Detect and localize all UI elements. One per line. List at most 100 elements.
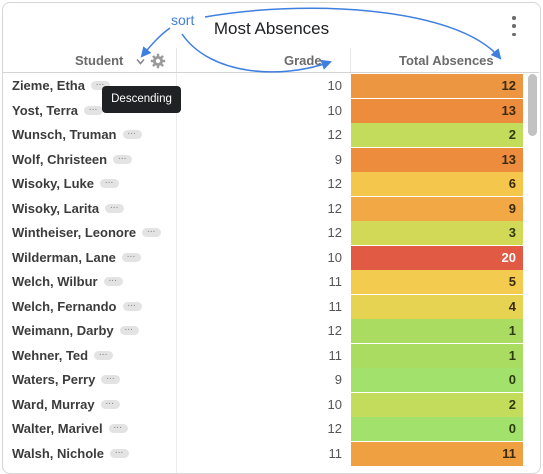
- absences-cell: 13: [351, 98, 523, 123]
- card-title: Most Absences: [213, 19, 330, 38]
- absences-cell: 12: [351, 74, 523, 98]
- grade-cell: 10: [327, 78, 342, 93]
- student-name-text: Yost, Terra: [12, 102, 78, 118]
- more-badge[interactable]: ···: [105, 203, 125, 213]
- grade-cell: 9: [334, 151, 342, 167]
- table-row[interactable]: Welch, Wilbur ··· 11 5: [2, 270, 525, 294]
- more-badge[interactable]: ···: [100, 399, 120, 409]
- grade-cell: 12: [327, 421, 342, 436]
- student-name-text: Welch, Fernando: [12, 298, 117, 314]
- more-badge[interactable]: ···: [100, 179, 119, 188]
- table-row[interactable]: Wisoky, Larita ··· 12 9: [2, 196, 525, 221]
- grade-cell: 12: [327, 200, 342, 216]
- student-name-text: Wolf, Christeen: [12, 151, 108, 167]
- student-name: Weimann, Darby ···: [12, 323, 139, 338]
- chevron-down-icon[interactable]: [136, 57, 145, 66]
- table-row[interactable]: Wisoky, Luke ··· 12 6: [2, 172, 525, 196]
- student-name-text: Walsh, Nichole: [12, 445, 104, 461]
- absences-cell: 11: [351, 441, 523, 466]
- column-gridline: [176, 73, 177, 473]
- absences-cell: 0: [351, 417, 523, 441]
- grade-cell: 9: [334, 372, 342, 387]
- more-badge[interactable]: ···: [122, 301, 142, 311]
- student-name-text: Zieme, Etha: [12, 78, 85, 93]
- grade-cell: 12: [327, 323, 342, 338]
- grade-cell: 12: [327, 176, 342, 191]
- more-badge[interactable]: ···: [142, 228, 162, 237]
- vertical-scrollbar[interactable]: [528, 74, 537, 136]
- absences-cell: 4: [351, 294, 523, 319]
- absences-cell: 2: [351, 392, 523, 417]
- more-badge[interactable]: ···: [122, 130, 142, 139]
- more-badge[interactable]: ···: [101, 375, 121, 384]
- absences-cell: 6: [351, 172, 523, 196]
- more-badge[interactable]: ···: [94, 350, 114, 360]
- gear-icon[interactable]: [150, 53, 166, 69]
- more-badge[interactable]: ···: [121, 252, 141, 262]
- student-name: Ward, Murray ···: [12, 397, 120, 412]
- table-row[interactable]: Walter, Marivel ··· 12 0: [2, 417, 525, 441]
- table-row[interactable]: Ward, Murray ··· 10 2: [2, 392, 525, 417]
- grade-cell: 11: [328, 347, 343, 363]
- student-name-text: Wisoky, Luke: [12, 176, 94, 191]
- student-name-text: Wilderman, Lane: [12, 249, 116, 265]
- student-name-text: Weimann, Darby: [12, 323, 114, 338]
- grade-cell: 11: [328, 298, 343, 314]
- student-name: Wisoky, Luke ···: [12, 176, 119, 191]
- more-options-icon[interactable]: [507, 16, 521, 36]
- table-row[interactable]: Wolf, Christeen ··· 9 13: [2, 147, 525, 172]
- absences-cell: 2: [351, 123, 523, 147]
- table-row[interactable]: Wintheiser, Leonore ··· 12 3: [2, 221, 525, 245]
- absences-cell: 13: [351, 147, 523, 172]
- absences-cell: 1: [351, 343, 523, 368]
- column-divider[interactable]: [350, 48, 351, 73]
- student-name: Wisoky, Larita ···: [12, 200, 125, 216]
- table-row[interactable]: Walsh, Nichole ··· 11 11: [2, 441, 525, 466]
- more-badge[interactable]: ···: [83, 105, 103, 115]
- student-name: Waters, Perry ···: [12, 372, 121, 387]
- table-row[interactable]: Waters, Perry ··· 9 0: [2, 368, 525, 392]
- student-name-text: Wisoky, Larita: [12, 200, 100, 216]
- table-row[interactable]: Yost, Terra ··· 10 13: [2, 98, 525, 123]
- more-badge[interactable]: ···: [108, 424, 128, 433]
- sort-tooltip: Descending: [102, 86, 181, 113]
- student-name-text: Wunsch, Truman: [12, 127, 117, 142]
- student-name: Zieme, Etha ···: [12, 78, 110, 93]
- student-name: Welch, Fernando ···: [12, 299, 142, 314]
- student-name: Wilderman, Lane ···: [12, 250, 141, 265]
- student-name: Walter, Marivel ···: [12, 421, 128, 436]
- table-row[interactable]: Welch, Fernando ··· 11 4: [2, 294, 525, 319]
- column-header-student[interactable]: Student: [75, 53, 124, 68]
- student-name: Welch, Wilbur ···: [12, 274, 123, 289]
- absences-cell: 20: [351, 245, 523, 270]
- student-name: Walsh, Nichole ···: [12, 446, 129, 461]
- more-badge[interactable]: ···: [109, 448, 129, 458]
- student-name-text: Waters, Perry: [12, 372, 96, 387]
- grade-cell: 11: [328, 274, 343, 289]
- absences-cell: 1: [351, 319, 523, 343]
- grade-cell: 10: [327, 249, 342, 265]
- student-name: Wehner, Ted ···: [12, 347, 114, 363]
- student-name-text: Wehner, Ted: [12, 347, 89, 363]
- column-divider[interactable]: [176, 48, 177, 73]
- student-name: Yost, Terra ···: [12, 103, 103, 118]
- grade-cell: 12: [327, 225, 342, 240]
- column-header-grade[interactable]: Grade: [284, 53, 322, 68]
- student-name: Wolf, Christeen ···: [12, 151, 133, 167]
- table-row[interactable]: Zieme, Etha ··· 10 12: [2, 74, 525, 98]
- absences-cell: 9: [351, 196, 523, 221]
- table-row[interactable]: Wunsch, Truman ··· 12 2: [2, 123, 525, 147]
- more-badge[interactable]: ···: [103, 277, 123, 286]
- column-header-total-absences[interactable]: Total Absences: [399, 53, 494, 68]
- more-badge[interactable]: ···: [90, 81, 110, 90]
- table-row[interactable]: Wehner, Ted ··· 11 1: [2, 343, 525, 368]
- more-badge[interactable]: ···: [113, 154, 133, 164]
- student-name-text: Wintheiser, Leonore: [12, 225, 137, 240]
- table-row[interactable]: Wilderman, Lane ··· 10 20: [2, 245, 525, 270]
- table-row[interactable]: Weimann, Darby ··· 12 1: [2, 319, 525, 343]
- sort-annotation-label: sort: [171, 12, 195, 28]
- more-badge[interactable]: ···: [119, 326, 139, 335]
- grade-cell: 12: [327, 127, 342, 142]
- student-name-text: Walter, Marivel: [12, 421, 103, 436]
- student-name-text: Ward, Murray: [12, 396, 95, 412]
